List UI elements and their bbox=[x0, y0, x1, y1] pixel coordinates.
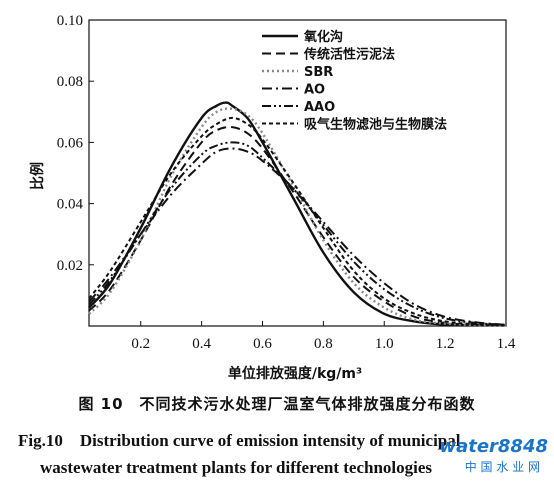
x-axis-label: 单位排放强度/kg/m³ bbox=[228, 365, 362, 382]
x-tick-label: 0.4 bbox=[192, 336, 211, 352]
y-tick-label: 0.10 bbox=[57, 13, 83, 29]
legend-label-2: 传统活性污泥法 bbox=[303, 47, 395, 63]
y-tick-label: 0.04 bbox=[57, 197, 84, 213]
watermark-logo: water8848 中 国 水 业 网 bbox=[430, 432, 548, 482]
x-tick-label: 0.8 bbox=[314, 336, 333, 352]
figure-caption-english-line1: Fig.10 Distribution curve of emission in… bbox=[18, 431, 461, 450]
legend-label-4: AO bbox=[304, 83, 325, 98]
series-line-2 bbox=[88, 125, 507, 327]
series-line-4 bbox=[88, 147, 507, 326]
y-tick-label: 0.08 bbox=[57, 74, 83, 90]
figure-caption-chinese: 图 10 不同技术污水处理厂温室气体排放强度分布函数 bbox=[78, 395, 476, 413]
series-line-1 bbox=[88, 101, 507, 327]
y-tick-label: 0.06 bbox=[57, 135, 84, 151]
watermark-text: water8848 bbox=[439, 436, 548, 457]
x-tick-label: 0.6 bbox=[253, 336, 272, 352]
axis-ticks: 0.2 0.4 0.6 0.8 1.0 1.2 1.4 0.02 0.04 0.06 0.08 0.1… bbox=[57, 13, 516, 352]
y-axis-label: 比例 bbox=[29, 162, 46, 190]
watermark-subtext: 中 国 水 业 网 bbox=[464, 460, 540, 474]
series-line-6 bbox=[88, 116, 507, 327]
series-line-3 bbox=[88, 107, 507, 327]
legend-label-3: SBR bbox=[304, 65, 333, 80]
plot-area bbox=[88, 19, 507, 327]
series-lines bbox=[88, 101, 507, 327]
series-line-5 bbox=[88, 141, 507, 326]
legend-label-1: 氧化沟 bbox=[303, 29, 343, 45]
legend-label-5: AAO bbox=[304, 100, 335, 115]
y-tick-label: 0.02 bbox=[57, 258, 83, 274]
figure-caption-english-line2: wastewater treatment plants for differen… bbox=[40, 458, 433, 477]
x-tick-label: 0.2 bbox=[131, 336, 150, 352]
chart: 0.2 0.4 0.6 0.8 1.0 1.2 1.4 0.02 0.04 0.06 0.08 0.1… bbox=[29, 13, 516, 382]
x-tick-label: 1.0 bbox=[375, 336, 394, 352]
x-tick-label: 1.2 bbox=[436, 336, 455, 352]
legend-label-6: 吸气生物滤池与生物膜法 bbox=[304, 117, 447, 133]
plot-frame bbox=[88, 19, 507, 327]
x-tick-label: 1.4 bbox=[497, 336, 516, 352]
